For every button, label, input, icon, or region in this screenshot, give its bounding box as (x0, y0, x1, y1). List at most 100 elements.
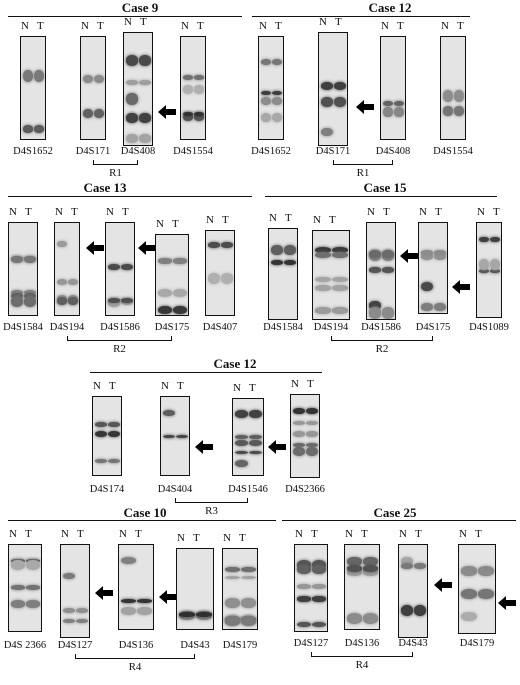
gel-band (363, 569, 378, 576)
marker-label: D4S179 (459, 638, 495, 649)
gel-band (11, 256, 23, 264)
normal-lane-label: N (345, 528, 353, 540)
gel-band (11, 559, 25, 571)
gel-band (321, 97, 333, 108)
gel-band (94, 108, 104, 118)
gel-band (315, 285, 331, 291)
gel-band (235, 435, 248, 440)
normal-lane-label: N (61, 528, 69, 540)
gel-band (83, 108, 93, 118)
gel-band (139, 80, 151, 86)
gel-band (173, 288, 187, 297)
tumor-lane-label: T (25, 206, 32, 218)
gel-band (57, 278, 67, 285)
gel-panel (105, 222, 135, 316)
region-bracket (333, 160, 393, 165)
gel-band (24, 256, 36, 264)
gel-band (194, 75, 204, 80)
gel-band (173, 258, 187, 264)
gel-band (297, 596, 311, 602)
gel-band (139, 113, 151, 123)
gel-band (235, 410, 248, 419)
gel-band (57, 297, 67, 305)
case-title: Case 15 (363, 180, 407, 195)
gel-band (479, 236, 489, 243)
marker-label: D4S1554 (173, 146, 213, 157)
marker-label: D4S179 (222, 640, 258, 651)
gel-band (235, 459, 248, 468)
gel-band (363, 556, 378, 566)
region-label: R1 (356, 167, 370, 179)
tumor-lane-label: T (311, 528, 318, 540)
gel-band (271, 259, 283, 265)
gel-band (347, 613, 362, 624)
gel-band (225, 616, 240, 626)
gel-panel (294, 544, 328, 632)
arrow-left-icon (159, 590, 177, 604)
gel-band (363, 613, 378, 624)
gel-band (434, 253, 446, 260)
gel-panel (160, 396, 190, 476)
gel-band (26, 585, 40, 590)
gel-band (293, 421, 305, 426)
gel-band (490, 236, 500, 243)
normal-lane-label: N (477, 206, 485, 218)
gel-band (126, 55, 138, 66)
gel-band (478, 566, 494, 577)
gel-panel (8, 222, 38, 316)
gel-band (394, 100, 404, 107)
gel-band (208, 242, 220, 248)
normal-lane-label: N (93, 380, 101, 392)
gel-band (434, 303, 446, 312)
marker-label: D4S175 (415, 322, 451, 333)
arrow-left-icon (95, 586, 113, 600)
gel-band (196, 612, 212, 617)
normal-lane-label: N (381, 20, 389, 32)
normal-lane-label: N (55, 206, 63, 218)
marker-label: D4S127 (57, 640, 93, 651)
gel-band (137, 607, 152, 616)
normal-lane-label: N (177, 532, 185, 544)
marker-label: D4S2366 (285, 484, 325, 495)
case-title: Case 13 (83, 180, 127, 195)
normal-lane-label: N (269, 212, 277, 224)
gel-band (126, 134, 138, 143)
marker-label: D4S43 (180, 640, 210, 651)
gel-band (332, 307, 348, 314)
region-label: R4 (128, 661, 142, 673)
gel-band (271, 245, 283, 256)
gel-band (11, 585, 25, 590)
tumor-lane-label: T (307, 378, 314, 390)
tumor-lane-label: T (109, 380, 116, 392)
case-rule (252, 16, 470, 17)
gel-band (183, 75, 193, 80)
gel-band (11, 296, 23, 307)
marker-label: D4S1554 (433, 146, 473, 157)
gel-band (235, 450, 248, 455)
gel-band (293, 443, 305, 448)
marker-label: D4S1089 (469, 322, 509, 333)
gel-band (293, 407, 305, 415)
marker-label: D4S1586 (100, 322, 140, 333)
gel-band (315, 276, 331, 283)
gel-panel (92, 396, 122, 476)
gel-panel (54, 222, 80, 316)
gel-band (76, 608, 88, 613)
tumor-lane-label: T (249, 382, 256, 394)
gel-panel (318, 32, 348, 146)
arrow-left-icon (452, 280, 470, 294)
marker-label: D4S1652 (251, 146, 291, 157)
gel-panel (205, 230, 235, 316)
gel-band (108, 422, 120, 428)
gel-panel (222, 548, 258, 630)
gel-band (321, 81, 333, 90)
gel-band (369, 307, 381, 319)
gel-band (225, 566, 240, 572)
